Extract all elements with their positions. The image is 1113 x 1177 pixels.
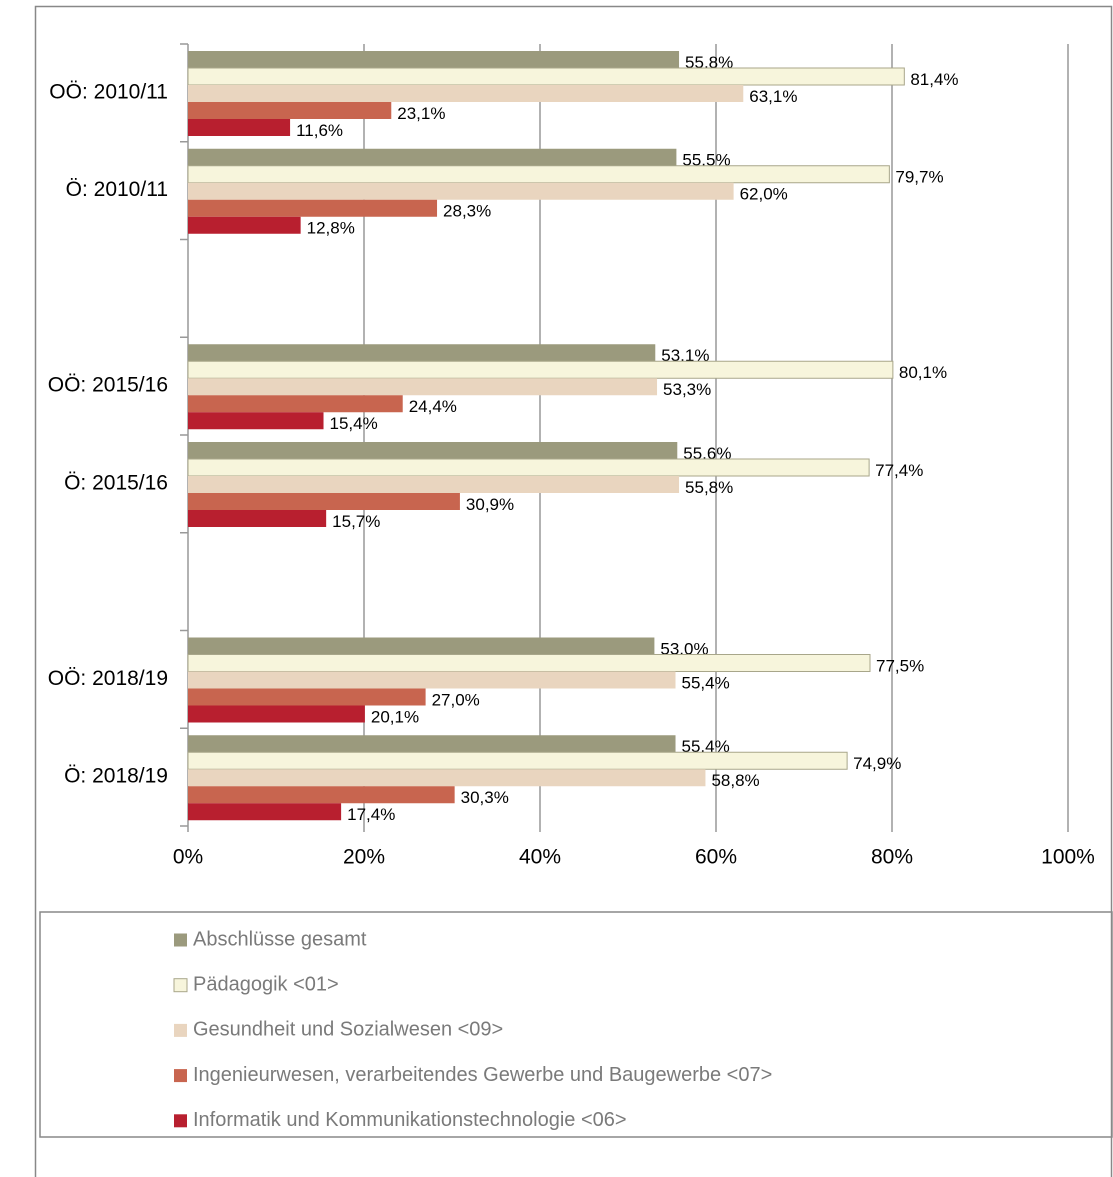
legend-label: Gesundheit und Sozialwesen <09>: [193, 1019, 503, 1041]
y-tick-label: OÖ: 2010/11: [49, 80, 168, 103]
value-label: 77,5%: [876, 656, 924, 675]
value-label: 55,8%: [685, 478, 733, 497]
bar: [187, 458, 870, 477]
bar: [188, 51, 680, 68]
value-label: 11,6%: [296, 121, 343, 140]
bar: [187, 67, 905, 86]
x-tick-label: 0%: [173, 846, 203, 869]
bar: [188, 671, 676, 689]
value-label: 55,8%: [685, 53, 733, 72]
x-tick-label: 80%: [871, 846, 913, 869]
bar: [187, 360, 894, 379]
value-label: 80,1%: [899, 363, 947, 382]
bar: [188, 344, 656, 362]
bar: [188, 786, 455, 804]
value-label: 23,1%: [397, 104, 445, 123]
bar: [188, 182, 734, 200]
legend-swatch: [174, 933, 187, 947]
legend-box: [39, 911, 1113, 1138]
legend-swatch: [173, 978, 188, 993]
bar: [188, 378, 658, 396]
bar: [188, 493, 460, 510]
bar: [188, 637, 655, 655]
value-label: 30,3%: [461, 788, 509, 807]
bar: [188, 705, 365, 723]
value-label: 55,4%: [682, 737, 730, 756]
bar: [188, 476, 680, 493]
value-label: 53,3%: [663, 380, 711, 399]
y-tick-label: Ö: 2010/11: [66, 178, 168, 201]
x-tick-label: 40%: [519, 846, 561, 869]
value-label: 77,4%: [875, 461, 923, 480]
value-label: 20,1%: [371, 707, 419, 726]
value-label: 74,9%: [853, 754, 901, 773]
value-label: 58,8%: [711, 771, 759, 790]
bar: [188, 148, 677, 166]
bar: [188, 803, 342, 821]
bar: [188, 688, 426, 706]
bar: [188, 442, 678, 459]
legend-swatch: [174, 1069, 187, 1083]
value-label: 17,4%: [347, 805, 395, 824]
legend-swatch: [174, 1023, 187, 1037]
bar: [187, 751, 848, 770]
value-label: 15,4%: [330, 414, 378, 433]
bar: [188, 510, 327, 527]
legend-swatch: [174, 1114, 187, 1128]
bar: [188, 102, 392, 119]
bar: [188, 769, 706, 787]
bar: [187, 654, 871, 672]
chart-frame: [34, 5, 1113, 1177]
x-tick-label: 20%: [343, 846, 385, 869]
value-label: 15,7%: [332, 512, 380, 531]
legend-label: Informatik und Kommunikationstechnologie…: [193, 1109, 627, 1131]
value-label: 53,1%: [661, 346, 709, 365]
bar: [188, 85, 744, 102]
bar: [187, 165, 890, 184]
bar: [188, 199, 438, 217]
legend-label: Pädagogik <01>: [193, 973, 339, 995]
y-tick-label: OÖ: 2015/16: [48, 374, 168, 397]
x-tick-label: 100%: [1041, 846, 1095, 869]
y-tick-label: OÖ: 2018/19: [48, 667, 168, 690]
bar: [188, 119, 291, 136]
value-label: 55,4%: [682, 673, 730, 692]
y-tick-label: Ö: 2015/16: [64, 471, 168, 494]
value-label: 28,3%: [443, 202, 491, 221]
y-tick-label: Ö: 2018/19: [64, 765, 168, 788]
value-label: 62,0%: [740, 185, 788, 204]
x-tick-label: 60%: [695, 846, 737, 869]
bar: [188, 395, 403, 413]
legend-label: Ingenieurwesen, verarbeitendes Gewerbe u…: [193, 1064, 772, 1086]
legend-label: Abschlüsse gesamt: [193, 928, 367, 950]
value-label: 81,4%: [910, 70, 958, 89]
bar: [188, 735, 676, 753]
value-label: 63,1%: [749, 87, 797, 106]
bar: [188, 216, 301, 234]
value-label: 55,6%: [683, 444, 731, 463]
value-label: 79,7%: [895, 168, 943, 187]
value-label: 55,5%: [682, 151, 730, 170]
value-label: 53,0%: [660, 639, 708, 658]
bar: [188, 412, 324, 430]
value-label: 24,4%: [409, 397, 457, 416]
value-label: 12,8%: [307, 219, 355, 238]
value-label: 30,9%: [466, 495, 514, 514]
value-label: 27,0%: [432, 690, 480, 709]
